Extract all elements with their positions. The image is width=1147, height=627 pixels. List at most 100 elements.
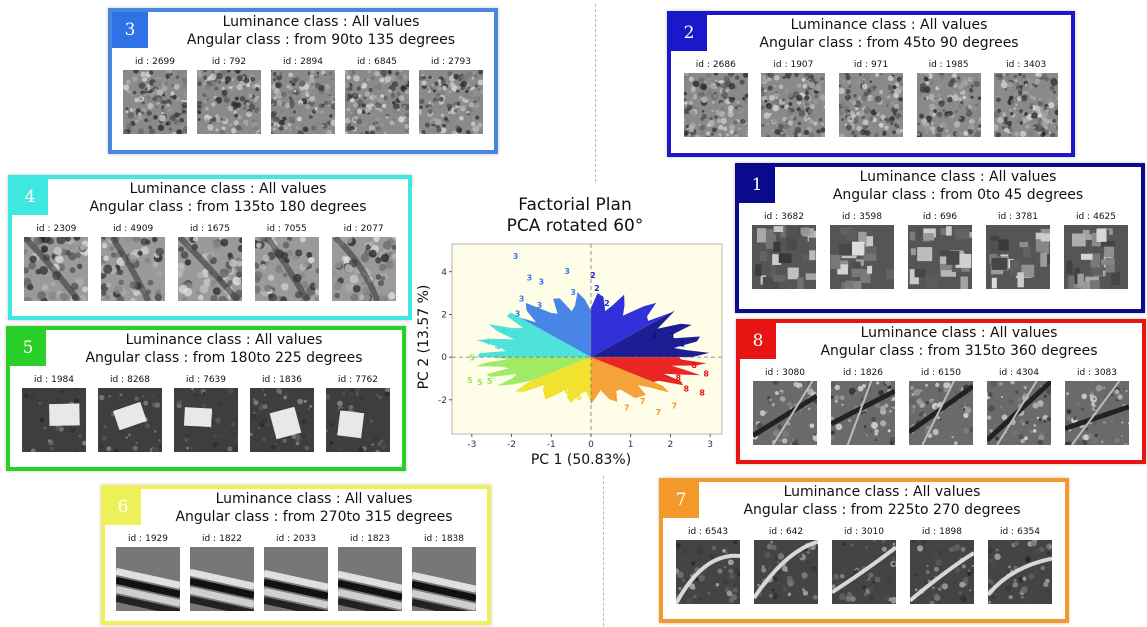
- id-prefix: id :: [768, 527, 783, 537]
- sample-id-caption: id :1826: [843, 367, 883, 379]
- satellite-image-patch: [271, 70, 335, 134]
- sample-id-caption: id :1822: [202, 533, 242, 545]
- sample-thumbnail: id :1984: [22, 374, 86, 452]
- sample-thumbnail-row: id :1984 id :8268 id :7639 id :1836 id :7762: [16, 374, 396, 452]
- sample-id-value: 1907: [790, 60, 814, 70]
- vertical-divider-bottom: [603, 476, 604, 626]
- class-number-badge: 7: [663, 482, 699, 518]
- satellite-image-patch: [752, 225, 816, 289]
- id-prefix: id :: [282, 57, 298, 67]
- sample-id-caption: id :3781: [998, 211, 1038, 223]
- point-class-label: 1: [670, 332, 676, 341]
- sample-thumbnail: id :1836: [250, 374, 314, 452]
- sample-id-caption: id :1838: [424, 533, 464, 545]
- point-class-label: 6: [576, 393, 582, 402]
- satellite-image-patch: [190, 547, 254, 611]
- id-prefix: id :: [423, 534, 439, 544]
- class-panel-2: 2 Luminance class : All values Angular cla…: [667, 11, 1075, 157]
- sample-id-value: 7055: [283, 224, 307, 234]
- sample-id-caption: id :2077: [344, 223, 384, 235]
- sample-id-value: 7639: [203, 375, 226, 385]
- class-wedge-5: [475, 357, 591, 386]
- x-tick-label: 2: [668, 440, 674, 450]
- y-tick-label: 4: [441, 268, 447, 278]
- satellite-image-patch: [101, 237, 166, 301]
- sample-id-value: 4909: [130, 224, 154, 234]
- sample-thumbnail: id :1823: [338, 533, 402, 611]
- sample-id-caption: id :7055: [267, 223, 307, 235]
- sample-id-caption: id :6543: [688, 526, 728, 538]
- satellite-image-patch: [24, 237, 89, 301]
- luminance-class-label: Luminance class : All values: [125, 332, 323, 348]
- point-class-label: 3: [527, 273, 533, 282]
- id-prefix: id :: [127, 534, 143, 544]
- sample-id-value: 2699: [152, 57, 175, 67]
- point-class-label: 2: [594, 284, 600, 293]
- id-prefix: id :: [33, 375, 49, 385]
- id-prefix: id :: [189, 224, 205, 234]
- sample-id-value: 1984: [51, 375, 74, 385]
- point-class-label: 3: [519, 295, 525, 304]
- point-class-label: 3: [513, 252, 519, 261]
- id-prefix: id :: [920, 368, 936, 378]
- id-prefix: id :: [764, 368, 780, 378]
- point-class-label: 7: [624, 404, 630, 413]
- sample-thumbnail: id :7639: [174, 374, 238, 452]
- satellite-image-patch: [250, 388, 314, 452]
- sample-id-value: 6354: [1017, 527, 1040, 537]
- sample-id-caption: id :642: [769, 526, 803, 538]
- sample-id-value: 2894: [300, 57, 323, 67]
- sample-id-caption: id :1675: [190, 223, 230, 235]
- class-number-badge: 3: [112, 12, 148, 48]
- luminance-class-label: Luminance class : All values: [790, 17, 988, 33]
- sample-thumbnail: id :3682: [752, 211, 816, 289]
- sample-id-value: 1823: [367, 534, 390, 544]
- satellite-image-patch: [177, 237, 242, 301]
- luminance-class-label: Luminance class : All values: [859, 169, 1057, 185]
- sample-id-value: 971: [870, 60, 889, 70]
- id-prefix: id :: [1076, 368, 1092, 378]
- id-prefix: id :: [998, 368, 1014, 378]
- id-prefix: id :: [356, 57, 372, 67]
- id-prefix: id :: [1075, 212, 1091, 222]
- class-wedge-6: [515, 357, 591, 403]
- class-wedge-4: [476, 312, 591, 358]
- id-prefix: id :: [853, 60, 868, 70]
- sample-id-caption: id :1907: [773, 59, 813, 71]
- sample-id-value: 1929: [145, 534, 168, 544]
- id-prefix: id :: [1006, 60, 1021, 70]
- satellite-image-patch: [412, 547, 476, 611]
- id-prefix: id :: [763, 212, 779, 222]
- satellite-image-patch: [345, 70, 409, 134]
- chart-title: Factorial Plan: [518, 195, 631, 215]
- sample-id-value: 1675: [207, 224, 230, 234]
- point-class-label: 2: [590, 271, 596, 280]
- x-tick-label: 3: [707, 440, 713, 450]
- class-number-badge: 8: [740, 323, 776, 359]
- id-prefix: id :: [201, 534, 217, 544]
- satellite-image-patch: [987, 381, 1051, 445]
- satellite-image-patch: [174, 388, 238, 452]
- satellite-image-patch: [988, 540, 1052, 604]
- id-prefix: id :: [266, 224, 281, 234]
- angular-class-label: Angular class : from 315to 360 degrees: [820, 343, 1098, 359]
- point-class-label: 2: [604, 299, 610, 308]
- sample-id-caption: id :696: [923, 211, 957, 223]
- sample-id-value: 1985: [945, 60, 969, 70]
- sample-id-caption: id :1823: [350, 533, 390, 545]
- sample-thumbnail: id :2793: [419, 56, 483, 134]
- sample-id-value: 6543: [705, 527, 728, 537]
- sample-thumbnail: id :6845: [345, 56, 409, 134]
- sample-id-caption: id :2894: [283, 56, 323, 68]
- sample-thumbnail: id :2077: [331, 223, 396, 301]
- class-panel-7: 7 Luminance class : All values Angular cla…: [659, 478, 1069, 623]
- sample-id-value: 3080: [782, 368, 805, 378]
- sample-id-caption: id :6150: [921, 367, 961, 379]
- sample-id-caption: id :6354: [1000, 526, 1040, 538]
- sample-thumbnail: id :1675: [177, 223, 242, 301]
- y-tick-label: 2: [441, 310, 447, 320]
- class-wedge-7: [590, 357, 670, 405]
- satellite-image-patch: [197, 70, 261, 134]
- sample-id-caption: id :7762: [338, 374, 378, 386]
